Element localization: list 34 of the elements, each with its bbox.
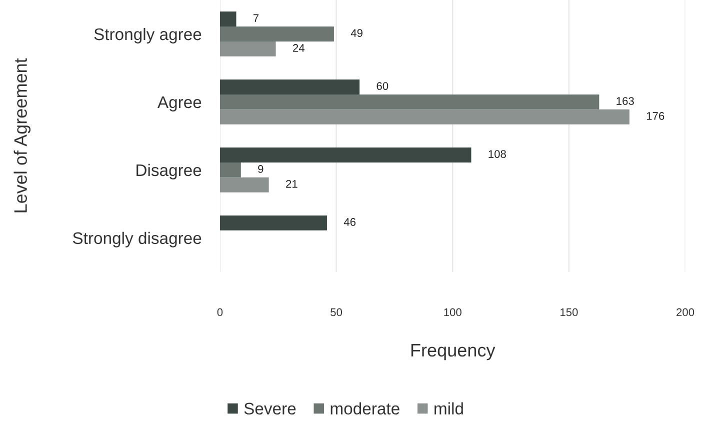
legend-label: Severe xyxy=(244,402,296,415)
data-label: 108 xyxy=(488,150,506,158)
y-tick-label: Strongly agree xyxy=(94,28,202,44)
data-label: 7 xyxy=(253,14,259,22)
y-tick-label: Strongly disagree xyxy=(72,232,202,248)
y-tick-label: Disagree xyxy=(136,164,202,180)
bar xyxy=(220,177,269,192)
data-label: 60 xyxy=(376,82,388,90)
x-tick-label: 0 xyxy=(217,308,223,316)
x-tick-label: 50 xyxy=(330,308,342,316)
y-tick-label: Agree xyxy=(157,96,202,112)
y-axis-title: Level of Agreement xyxy=(14,58,31,212)
data-label: 46 xyxy=(344,218,356,226)
bar xyxy=(220,94,600,110)
data-label: 176 xyxy=(646,112,664,120)
x-tick-label: 150 xyxy=(560,308,578,316)
bar xyxy=(220,109,630,124)
data-label: 49 xyxy=(350,29,362,37)
x-axis-title: Frequency xyxy=(411,344,496,360)
legend-label: moderate xyxy=(330,402,400,415)
data-label: 163 xyxy=(616,97,634,105)
bar xyxy=(220,12,236,27)
bar xyxy=(220,26,334,42)
data-label: 24 xyxy=(293,44,304,52)
x-tick-label: 200 xyxy=(676,308,694,316)
x-tick-label: 100 xyxy=(444,308,462,316)
bar xyxy=(220,147,472,162)
data-label: 9 xyxy=(258,165,264,173)
legend-label: mild xyxy=(434,402,463,415)
bar xyxy=(220,80,360,94)
bar xyxy=(220,215,327,230)
bar xyxy=(220,162,241,178)
bar xyxy=(220,41,276,56)
data-label: 21 xyxy=(286,180,298,188)
